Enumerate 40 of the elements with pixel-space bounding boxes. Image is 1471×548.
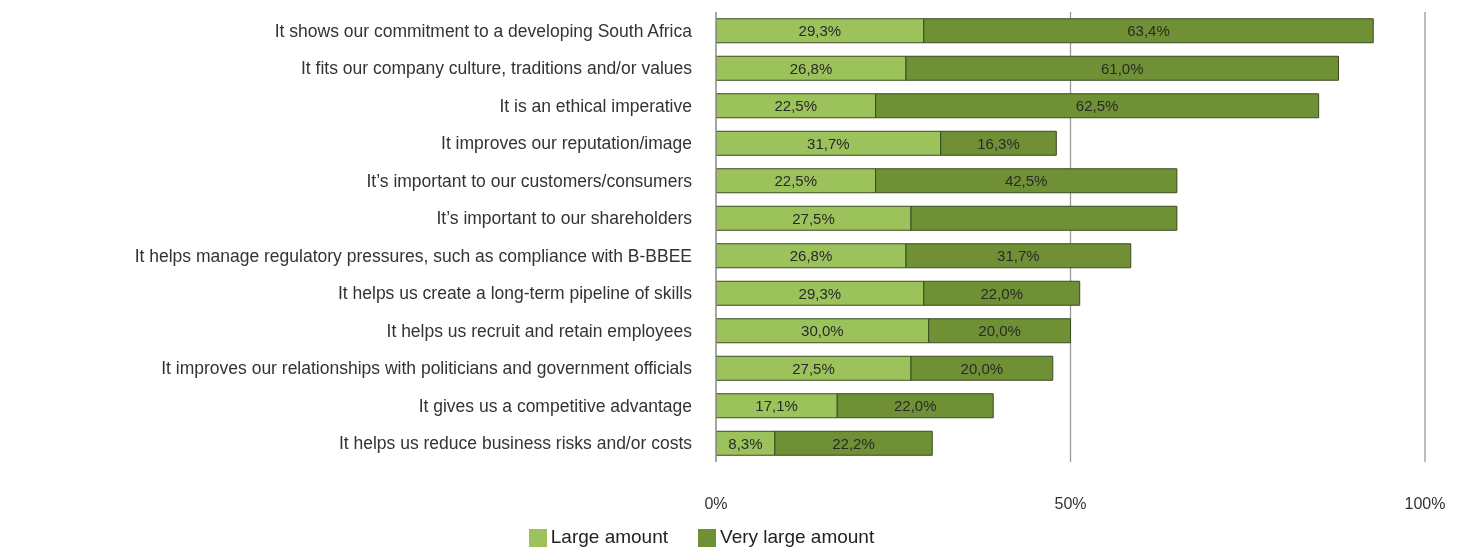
y-tick-label: It shows our commitment to a developing South Africa [274,20,693,41]
data-label: 22,5% [774,172,818,189]
y-tick-label: It helps us recruit and retain employees [386,320,693,341]
data-label: 27,5% [792,209,835,227]
y-tick-label: It’s important to our customers/consumers [366,170,693,191]
data-label: 31,7% [807,134,850,152]
data-label: 63,4% [1127,22,1170,39]
data-label: 31,7% [997,247,1040,264]
data-label: 20,0% [960,359,1004,377]
data-label: 22,2% [832,434,875,452]
data-label: 16,3% [977,134,1020,152]
y-tick-label: It improves our relationships with politicians and government officials [161,358,693,379]
y-tick-label: It gives us a competitive advantage [418,395,692,416]
y-tick-label: It helps us reduce business risks and/or costs [338,433,693,454]
data-label: 61,0% [1100,59,1144,77]
data-label: 26,8% [789,59,833,77]
data-label: 29,3% [798,284,842,302]
data-label: 22,0% [980,284,1023,302]
data-label: 17,1% [755,397,798,414]
x-tick-label: 0% [704,495,728,513]
data-label: 26,8% [789,247,833,264]
data-label: 20,0% [978,322,1021,339]
data-label: 8,3% [728,434,763,452]
y-tick-label: It improves our reputation/image [441,133,692,154]
x-tick-label: 100% [1404,495,1446,513]
legend-label: Very large amount [720,526,875,547]
data-label: 30,0% [801,322,844,339]
y-tick-label: It helps manage regulatory pressures, such as compliance with B-BBEE [134,245,692,266]
legend-label: Large amount [550,526,669,547]
y-tick-label: It fits our company culture, traditions and/or values [300,58,693,79]
y-tick-label: It’s important to our shareholders [436,208,693,229]
data-label: 29,3% [798,22,842,39]
data-label: 22,0% [893,397,937,414]
data-label: 62,5% [1075,97,1119,114]
data-label: 27,5% [792,359,835,377]
x-tick-label: 50% [1054,495,1087,513]
y-tick-label: It is an ethical imperative [499,95,692,116]
data-label: 22,5% [774,97,818,114]
data-label: 42,5% [1004,172,1048,189]
y-tick-label: It helps us create a long-term pipeline of skills [337,283,693,304]
